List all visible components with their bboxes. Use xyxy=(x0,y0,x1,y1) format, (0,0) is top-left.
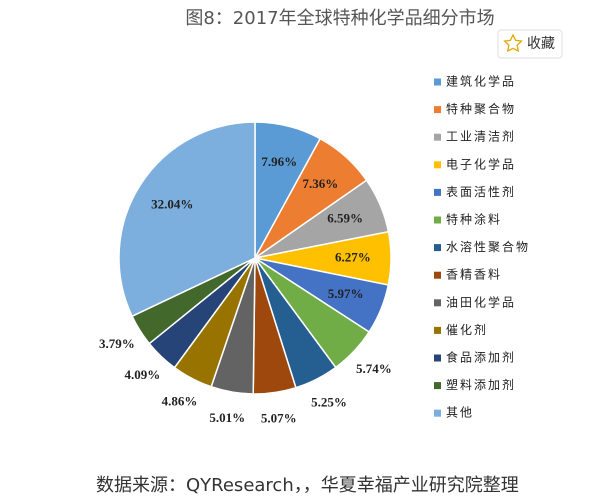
source-note: 数据来源：QYResearch，，华夏幸福产业研究院整理 xyxy=(96,475,519,496)
legend-swatch xyxy=(434,409,441,417)
legend-swatch xyxy=(434,161,441,169)
value-label: 3.79% xyxy=(99,336,135,351)
legend-swatch xyxy=(434,382,441,390)
legend-label: 香精香料 xyxy=(446,268,502,282)
legend-label: 食品添加剂 xyxy=(446,350,516,365)
value-label: 4.86% xyxy=(162,394,198,409)
chart-title: 图8：2017年全球特种化学品细分市场 xyxy=(185,8,494,29)
value-label: 4.09% xyxy=(124,367,160,382)
value-label: 7.96% xyxy=(261,154,297,169)
legend-swatch xyxy=(434,299,441,307)
value-label: 6.27% xyxy=(335,249,371,264)
value-label: 7.36% xyxy=(303,176,339,191)
pie-slice xyxy=(118,121,256,318)
legend-swatch xyxy=(434,188,441,196)
legend-label: 其他 xyxy=(446,406,474,420)
legend-label: 特种聚合物 xyxy=(446,101,516,116)
legend-label: 电子化学品 xyxy=(446,156,516,171)
legend-swatch xyxy=(434,78,441,86)
value-label: 5.07% xyxy=(261,410,297,425)
value-label: 5.25% xyxy=(311,394,347,409)
legend-label: 水溶性聚合物 xyxy=(446,239,530,254)
legend-label: 特种涂料 xyxy=(446,212,502,227)
legend-swatch xyxy=(434,326,441,334)
legend-swatch xyxy=(434,244,441,252)
legend-swatch xyxy=(434,354,441,362)
value-label: 5.97% xyxy=(328,286,364,301)
value-label: 32.04% xyxy=(151,197,193,212)
value-label: 5.74% xyxy=(356,361,392,376)
legend-label: 油田化学品 xyxy=(446,294,516,309)
favorite-label: 收藏 xyxy=(527,36,555,52)
legend-label: 工业清洁剂 xyxy=(446,129,516,144)
legend-label: 塑料添加剂 xyxy=(446,377,516,392)
legend-swatch xyxy=(434,271,441,279)
value-label: 5.01% xyxy=(209,410,245,425)
legend-swatch xyxy=(434,133,441,141)
legend-swatch xyxy=(434,216,441,224)
legend-swatch xyxy=(434,106,441,114)
legend-label: 建筑化学品 xyxy=(446,74,516,89)
legend-label: 表面活性剂 xyxy=(446,184,516,199)
star-icon xyxy=(503,33,523,53)
legend-label: 催化剂 xyxy=(446,322,488,337)
value-label: 6.59% xyxy=(327,211,363,226)
